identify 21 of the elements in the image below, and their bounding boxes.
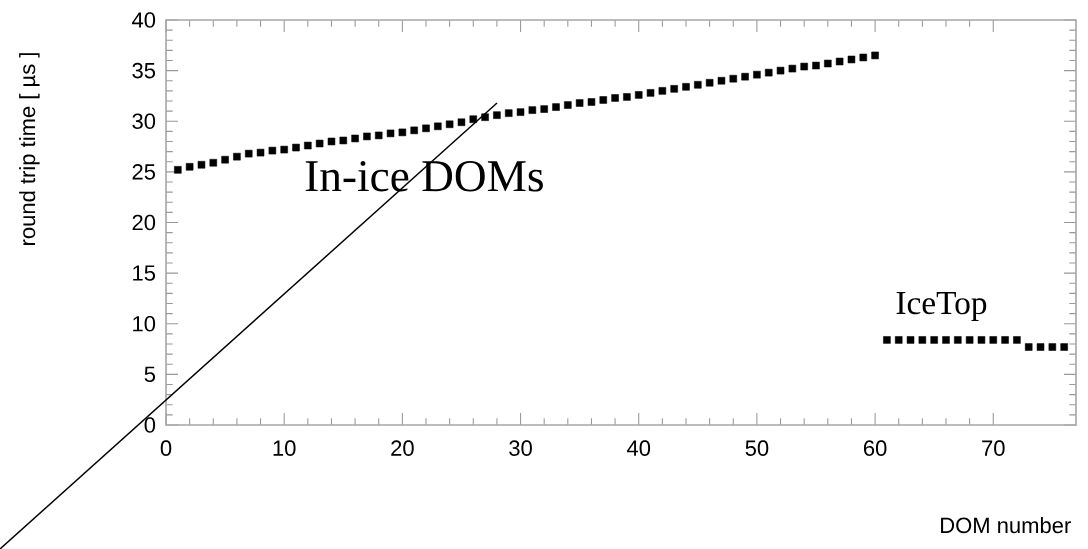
x-tick-label: 30 bbox=[509, 440, 532, 456]
x-tick-label: 10 bbox=[273, 440, 296, 456]
y-tick-label: 5 bbox=[144, 366, 156, 383]
y-tick-label: 20 bbox=[132, 214, 156, 231]
x-tick-label: 0 bbox=[160, 440, 172, 456]
y-tick-label: 15 bbox=[133, 265, 156, 281]
series-label: IceTop bbox=[896, 292, 987, 321]
y-tick-label: 25 bbox=[132, 164, 156, 180]
y-tick-label: 40 bbox=[132, 12, 156, 28]
y-tick-label: 30 bbox=[132, 113, 156, 130]
x-axis-title: DOM number bbox=[941, 517, 1071, 534]
x-tick-label: 50 bbox=[745, 440, 769, 456]
x-tick-label: 20 bbox=[391, 440, 414, 456]
y-tick-label: 35 bbox=[132, 62, 156, 79]
y-tick-label: 10 bbox=[133, 315, 156, 332]
series-label: In-ice DOMs bbox=[305, 161, 543, 192]
x-tick-label: 40 bbox=[626, 440, 651, 456]
y-axis-title: round trip time [ µs ] bbox=[19, 53, 40, 245]
x-tick-label: 60 bbox=[863, 440, 887, 456]
y-tick-label: 0 bbox=[144, 417, 156, 433]
x-tick-label: 70 bbox=[982, 440, 1005, 456]
